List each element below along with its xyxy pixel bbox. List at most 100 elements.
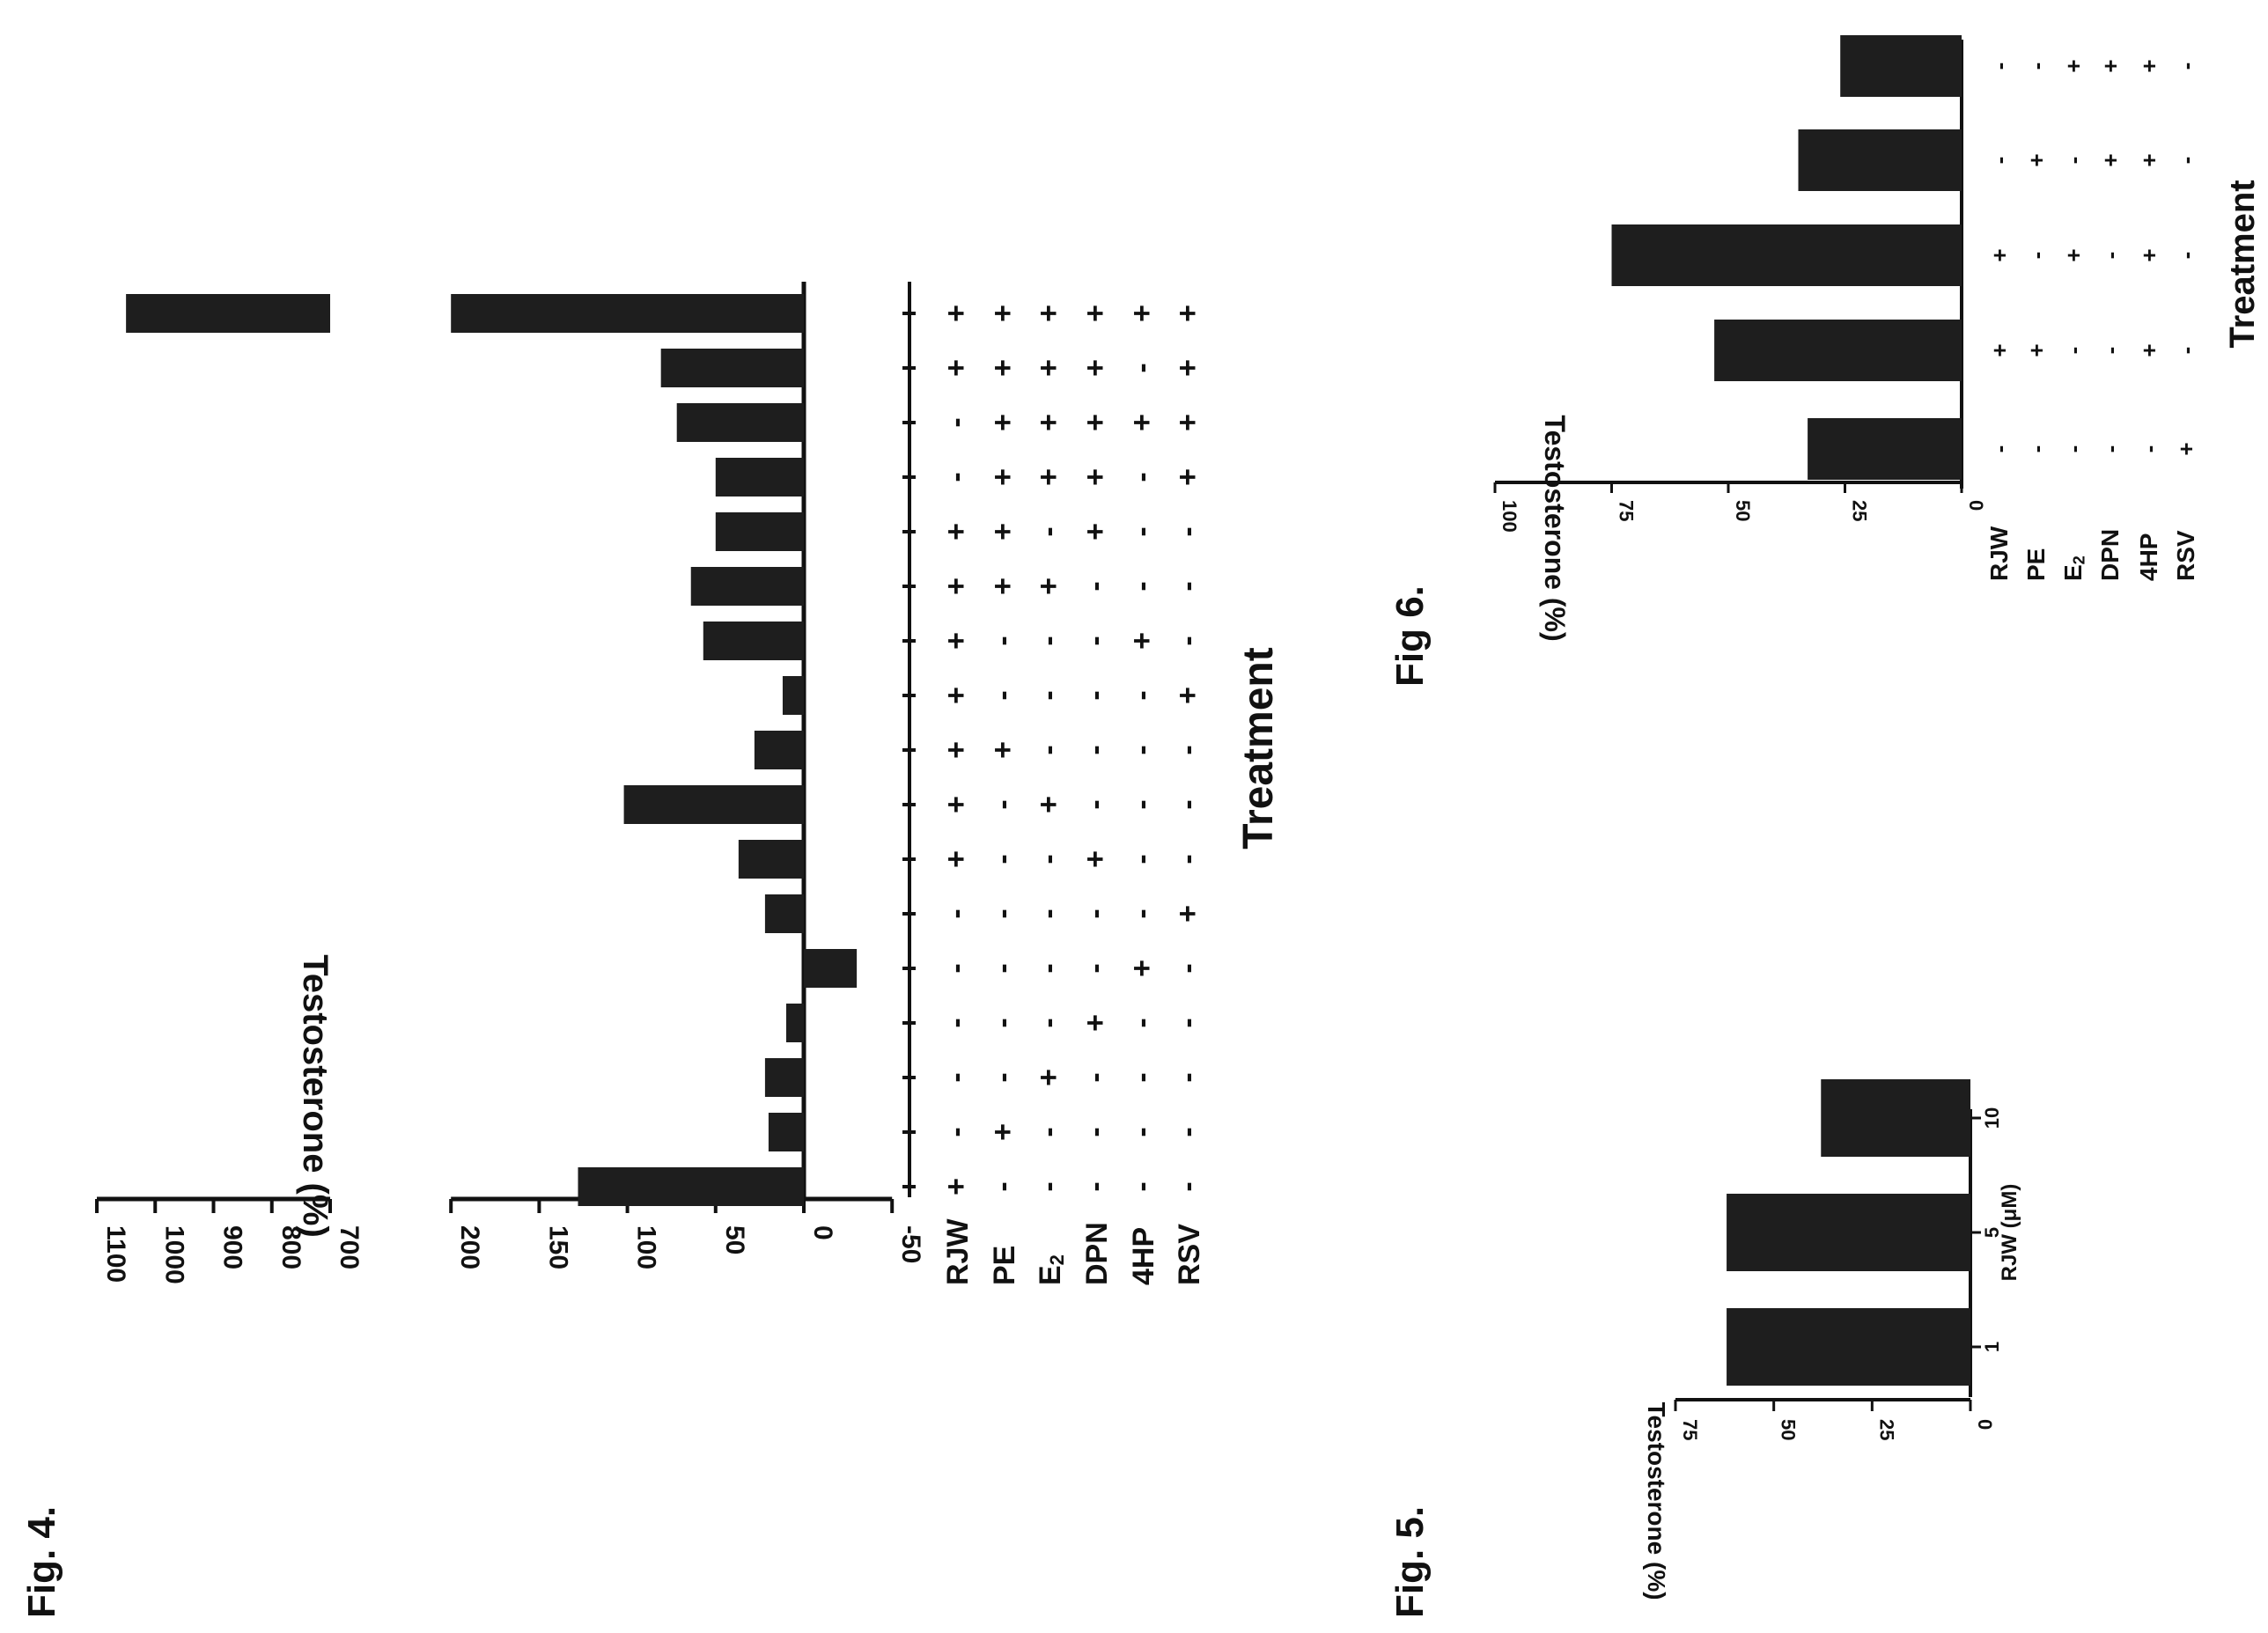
fig4-treatment-label: 4HP <box>1127 1227 1160 1285</box>
fig4-treatment-sign: + <box>939 850 973 868</box>
fig4-value-tick-label: 50 <box>720 1225 749 1254</box>
fig4-treatment-label: RSV <box>1173 1224 1206 1285</box>
fig6-treatment-label: DPN <box>2096 529 2124 581</box>
fig4-treatment-sign: + <box>1079 523 1112 541</box>
fig4-treatment-sign: - <box>1171 1181 1204 1191</box>
fig6-bar <box>1798 129 1962 191</box>
fig4-treatment-sign: - <box>1125 1018 1159 1027</box>
fig4-treatment-label: PE <box>988 1246 1021 1285</box>
fig4-treatment-sign: - <box>1079 799 1112 809</box>
fig6-bar <box>1808 418 1962 480</box>
fig6-bar <box>1840 35 1962 97</box>
fig6-treatment-sign: + <box>1986 248 2013 261</box>
fig4-treatment-sign: - <box>939 1072 973 1082</box>
fig5-bar <box>1727 1194 1970 1271</box>
fig6-treatment-sign: + <box>2097 153 2124 166</box>
fig4-treatment-sign: + <box>986 523 1020 541</box>
fig4-value-tick-label: 700 <box>335 1225 364 1269</box>
fig4-treatment-sign: + <box>1079 468 1112 486</box>
fig4-treatment-sign: + <box>1171 905 1204 923</box>
fig6-treatment-sign: - <box>2023 63 2050 70</box>
fig4-treatment-sign: - <box>1032 1018 1065 1027</box>
fig4-treatment-sign: + <box>986 577 1020 595</box>
fig4-treatment-sign: + <box>939 1178 973 1195</box>
fig4-treatment-sign: - <box>1079 908 1112 918</box>
fig6-bar <box>1714 320 1962 381</box>
fig6-treatment-sign: - <box>2173 63 2199 70</box>
fig4-bar <box>703 622 804 660</box>
fig4-treatment-sign: + <box>986 359 1020 377</box>
fig6-treatment-label: E2 <box>2059 555 2088 581</box>
fig4-bar <box>676 403 804 442</box>
fig4-treatment-sign: + <box>1079 359 1112 377</box>
fig6-treatment-label: RJW <box>1985 526 2013 581</box>
fig4-treatment-sign: - <box>1032 908 1065 918</box>
fig5-category-label: 5 <box>1981 1227 2003 1238</box>
fig4-bar <box>764 1058 804 1097</box>
fig4-treatment-sign: + <box>1032 577 1065 595</box>
fig4-treatment-sign: - <box>986 636 1020 645</box>
fig4-treatment-sign: - <box>1079 963 1112 973</box>
fig4-treatment-sign: - <box>1125 908 1159 918</box>
fig4-bar <box>660 349 804 387</box>
fig4-treatment-sign: + <box>1171 468 1204 486</box>
fig5-category-label: 10 <box>1981 1107 2003 1129</box>
fig6-treatment-sign: - <box>1986 63 2013 70</box>
fig5-xlabel: RJW (μM) <box>1998 1184 2021 1282</box>
fig4-treatment-sign: - <box>1171 854 1204 864</box>
fig4-treatment-sign: - <box>1171 526 1204 536</box>
fig4-treatment-sign: - <box>1125 526 1159 536</box>
fig4-treatment-sign: - <box>986 1072 1020 1082</box>
fig4-value-tick-label: 800 <box>276 1225 306 1269</box>
fig4-treatment-sign: + <box>1171 687 1204 704</box>
fig4-treatment-sign: + <box>1032 1069 1065 1086</box>
fig6-treatment-sign: - <box>2060 347 2087 355</box>
fig4-treatment-sign: - <box>939 908 973 918</box>
fig4-value-tick-label: 1100 <box>101 1225 130 1283</box>
fig5-value-tick-label: 0 <box>1974 1419 1996 1430</box>
fig4-treatment-sign: + <box>939 305 973 322</box>
fig4-treatment-sign: - <box>1032 526 1065 536</box>
fig4-treatment-sign: + <box>1171 414 1204 431</box>
fig4-treatment-sign: - <box>1125 363 1159 372</box>
fig4-treatment-sign: - <box>986 1018 1020 1027</box>
fig4-value-tick-label: 200 <box>455 1225 484 1269</box>
fig4-treatment-sign: - <box>1032 745 1065 754</box>
fig4-treatment-sign: - <box>1171 1072 1204 1082</box>
fig4-treatment-sign: + <box>986 468 1020 486</box>
fig6-caption: Fig 6. <box>1388 585 1432 687</box>
fig4-value-tick-label: -50 <box>896 1225 925 1263</box>
fig4-treatment-sign: - <box>1125 1127 1159 1136</box>
fig6-xlabel: Treatment <box>2223 180 2262 348</box>
fig6-treatment-sign: + <box>2173 442 2199 455</box>
fig4-bar <box>715 512 804 551</box>
fig6-treatment-sign: - <box>2136 445 2162 453</box>
fig4-treatment-sign: - <box>986 1181 1020 1191</box>
fig4-treatment-sign: + <box>1032 468 1065 486</box>
fig6-treatment-sign: - <box>2097 445 2124 453</box>
fig4-xlabel: Treatment <box>1235 647 1282 849</box>
fig6-treatment-sign: + <box>1986 343 2013 357</box>
fig5-category-label: 1 <box>1981 1342 2003 1352</box>
fig5-bar <box>1821 1079 1970 1157</box>
fig4-treatment-sign: + <box>1079 414 1112 431</box>
fig4-treatment-sign: + <box>1125 960 1159 977</box>
fig4-treatment-sign: + <box>939 523 973 541</box>
fig6-treatment-label: RSV <box>2172 530 2199 581</box>
fig4-treatment-sign: - <box>1079 636 1112 645</box>
fig4-treatment-sign: - <box>1032 690 1065 700</box>
fig4-treatment-sign: - <box>1079 1072 1112 1082</box>
fig6-treatment-sign: - <box>2097 252 2124 260</box>
fig5-value-tick-label: 50 <box>1778 1419 1800 1440</box>
fig4-treatment-sign: - <box>1125 581 1159 591</box>
fig4-treatment-sign: - <box>986 854 1020 864</box>
fig4-treatment-sign: + <box>986 305 1020 322</box>
fig4-treatment-sign: - <box>1079 1181 1112 1191</box>
fig4-bar <box>578 1167 804 1206</box>
fig4-bar <box>754 731 804 769</box>
fig6-chart: 0 25 50 75 100 RJW PE E2 DPN 4HP RSV - - - - - + + + - - + - + -… <box>1493 35 2262 642</box>
fig4-treatment-label: E2 <box>1034 1254 1068 1285</box>
fig4-treatment-sign: - <box>1032 1127 1065 1136</box>
fig4-treatment-sign: + <box>1032 414 1065 431</box>
fig6-treatment-sign: + <box>2023 153 2050 166</box>
